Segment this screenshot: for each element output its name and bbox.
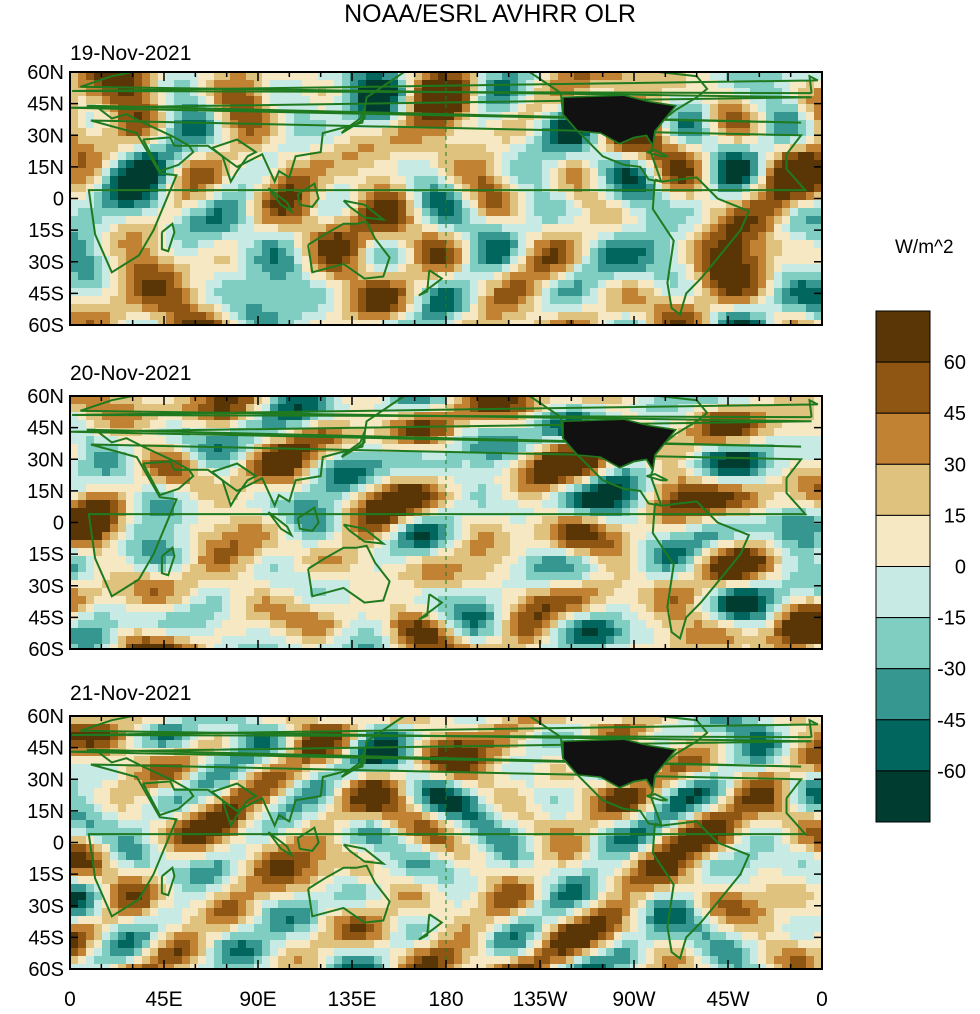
colorbar-box-7 [875, 668, 931, 721]
lat-tick-label-3-1: 45N [27, 738, 64, 760]
lat-tick-label-3-7: 45S [28, 927, 64, 949]
lat-tick-label-3-2: 30N [27, 769, 64, 791]
colorbar-label-2: 30 [944, 454, 966, 476]
lat-tick-label-3-5: 15S [28, 864, 64, 886]
map-panel-1: 60N 45N 30N 15N 0 15S 30S 45S 60S [27, 62, 823, 337]
coastlines-3 [70, 716, 819, 961]
panel-3-date: 21-Nov-2021 [70, 682, 192, 705]
colorbar-box-8 [875, 719, 931, 772]
colorbar-label-6: -30 [937, 659, 966, 681]
lat-tick-label-1-1: 45N [27, 94, 64, 116]
lat-tick-label-2-6: 30S [28, 576, 64, 598]
lon-tick-label-5: 135W [513, 988, 568, 1011]
lat-tick-label-3-4: 0 [53, 833, 64, 855]
colorbar-label-5: -15 [937, 608, 966, 630]
colorbar-box-5 [875, 566, 931, 619]
colorbar-units: W/m^2 [895, 237, 954, 258]
lon-tick-label-0: 0 [64, 988, 76, 1011]
colorbar-box-1 [875, 361, 931, 414]
map-panel-2: 60N 45N 30N 15N 0 15S 30S 45S 60S [27, 386, 823, 661]
lat-tick-label-1-0: 60N [27, 62, 64, 84]
panel-1-date: 19-Nov-2021 [70, 42, 192, 65]
colorbar-box-0 [875, 310, 931, 363]
coastlines-1 [70, 72, 819, 317]
colorbar-label-3: 15 [944, 505, 966, 527]
lat-tick-label-1-6: 30S [28, 252, 64, 274]
colorbar-label-4: 0 [955, 557, 966, 579]
lon-tick-label-8: 0 [816, 988, 828, 1011]
colorbar-box-6 [875, 617, 931, 670]
map-panel-3: 60N 45N 30N 15N 0 15S 30S 45S 60S [27, 706, 823, 981]
lon-tick-label-1: 45E [145, 988, 182, 1011]
lat-tick-label-1-8: 60S [28, 315, 64, 337]
lat-tick-label-2-5: 15S [28, 544, 64, 566]
colorbar-box-9 [875, 770, 931, 823]
lon-tick-label-6: 90W [612, 988, 655, 1011]
panel-2-date: 20-Nov-2021 [70, 362, 192, 385]
lat-tick-label-2-1: 45N [27, 418, 64, 440]
usa-state-boundaries-1 [562, 94, 678, 148]
lat-tick-label-2-0: 60N [27, 386, 64, 408]
lat-tick-label-3-0: 60N [27, 706, 64, 728]
lon-tick-label-4: 180 [428, 988, 463, 1011]
colorbar-label-7: -45 [937, 710, 966, 732]
lat-tick-label-2-7: 45S [28, 607, 64, 629]
colorbar-label-0: 60 [944, 352, 966, 374]
lat-tick-label-2-3: 15N [27, 481, 64, 503]
lon-tick-label-2: 90E [239, 988, 276, 1011]
lat-tick-label-2-4: 0 [53, 513, 64, 535]
colorbar-label-8: -60 [937, 761, 966, 783]
lat-tick-label-3-8: 60S [28, 959, 64, 981]
lat-tick-label-2-2: 30N [27, 449, 64, 471]
usa-state-boundaries-3 [562, 738, 678, 792]
lat-tick-label-1-4: 0 [53, 189, 64, 211]
usa-state-boundaries-2 [562, 418, 678, 472]
lon-tick-label-3: 135E [327, 988, 376, 1011]
lat-tick-label-1-5: 15S [28, 220, 64, 242]
lat-tick-label-2-8: 60S [28, 639, 64, 661]
colorbar-label-1: 45 [944, 403, 966, 425]
colorbar-box-3 [875, 463, 931, 516]
lat-tick-label-1-3: 15N [27, 157, 64, 179]
lat-tick-label-1-7: 45S [28, 283, 64, 305]
lat-tick-label-1-2: 30N [27, 125, 64, 147]
chart-title: NOAA/ESRL AVHRR OLR [344, 0, 636, 28]
lon-tick-label-7: 45W [706, 988, 749, 1011]
lat-tick-label-3-6: 30S [28, 896, 64, 918]
colorbar-box-4 [875, 514, 931, 568]
colorbar-box-2 [875, 412, 931, 465]
olr-anomaly-field-3 [70, 716, 822, 969]
lat-tick-label-3-3: 15N [27, 801, 64, 823]
